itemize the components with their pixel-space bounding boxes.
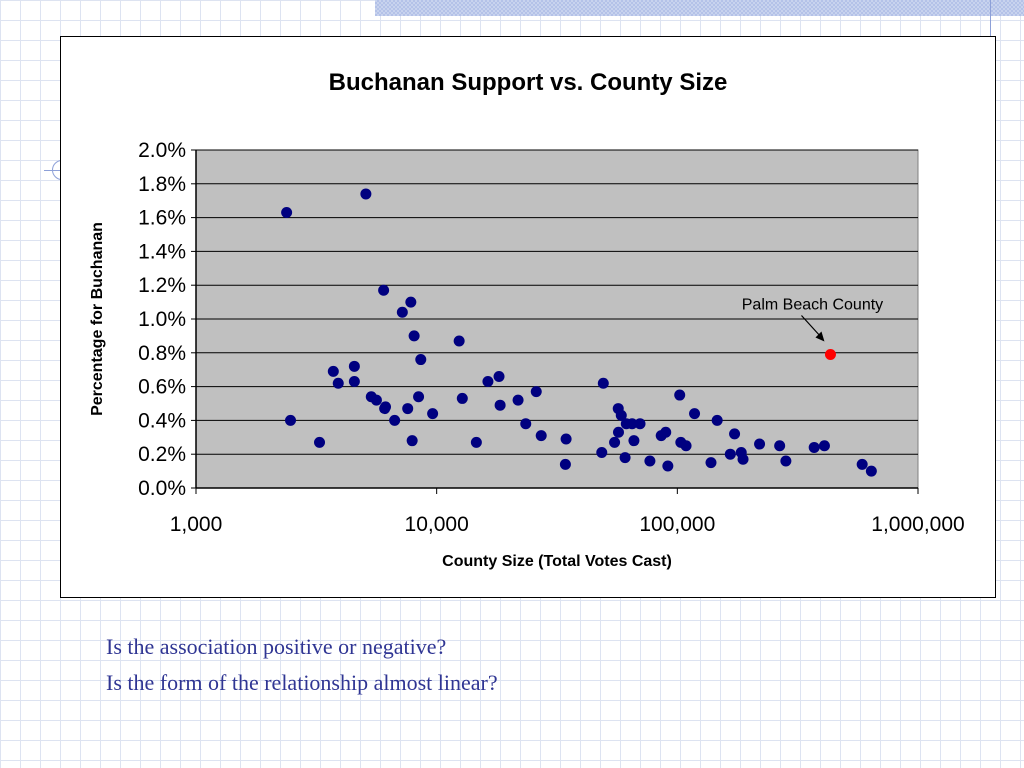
data-point: [493, 370, 505, 382]
y-tick-label: 1.2%: [138, 274, 186, 297]
data-point: [530, 386, 542, 398]
data-point: [596, 447, 608, 459]
y-axis-label: Percentage for Buchanan: [89, 222, 106, 416]
question-form: Is the form of the relationship almost l…: [106, 670, 498, 695]
data-point: [370, 394, 382, 406]
data-point: [285, 414, 297, 426]
data-point: [348, 376, 360, 388]
annotation-label: Palm Beach County: [742, 296, 883, 313]
data-point: [427, 408, 439, 420]
data-point: [856, 458, 868, 470]
data-point: [396, 306, 408, 318]
scatter-chart: 0.0% 0.2% 0.4% 0.6% 0.8% 1.0% 1.2% 1.4% 1.6% 1.8%…: [89, 69, 965, 570]
y-tick-label: 0.4%: [138, 409, 186, 432]
y-tick-label: 0.0%: [138, 477, 186, 500]
data-point: [808, 441, 820, 453]
data-point: [380, 401, 392, 413]
data-point: [662, 460, 674, 472]
data-point: [520, 418, 532, 430]
x-tick-label: 100,000: [639, 513, 715, 536]
data-point-highlight: [824, 348, 836, 360]
x-tick-label: 1,000,000: [871, 513, 964, 536]
data-point: [389, 414, 401, 426]
annotation-arrow-head: [815, 331, 825, 342]
y-tick-label: 0.6%: [138, 376, 186, 399]
data-point: [680, 440, 692, 452]
data-point: [327, 365, 339, 377]
data-point: [724, 448, 736, 460]
data-point: [737, 453, 749, 465]
data-point: [774, 440, 786, 452]
data-point: [402, 403, 414, 415]
y-tick-label: 2.0%: [138, 139, 186, 162]
data-point: [644, 455, 656, 467]
data-point: [754, 438, 766, 450]
data-point: [413, 391, 425, 403]
data-point: [314, 436, 326, 448]
y-tick-label: 1.6%: [138, 207, 186, 230]
x-tick-label: 10,000: [405, 513, 469, 536]
data-point: [597, 377, 609, 389]
data-point: [660, 426, 672, 438]
data-point: [406, 435, 418, 447]
chart-title: Buchanan Support vs. County Size: [329, 69, 728, 96]
data-point: [482, 376, 494, 388]
decorative-line: [990, 0, 991, 36]
y-tick-label: 1.8%: [138, 173, 186, 196]
data-point: [612, 426, 624, 438]
data-point: [729, 428, 741, 440]
data-point: [780, 455, 792, 467]
data-point: [494, 399, 506, 411]
data-point: [332, 377, 344, 389]
data-point: [348, 360, 360, 372]
data-point: [470, 436, 482, 448]
data-point: [535, 430, 547, 442]
data-point: [619, 452, 631, 464]
data-point: [689, 408, 701, 420]
annotation-arrow-line: [801, 315, 822, 338]
data-point: [453, 335, 465, 347]
data-point: [360, 188, 372, 200]
data-point: [559, 458, 571, 470]
x-axis-label: County Size (Total Votes Cast): [442, 553, 672, 570]
data-point: [711, 414, 723, 426]
data-point: [674, 389, 686, 401]
question-association: Is the association positive or negative?: [106, 634, 447, 659]
header-pattern-bar: [375, 0, 1024, 16]
data-point: [378, 284, 390, 296]
data-point: [705, 457, 717, 469]
data-point: [628, 435, 640, 447]
data-point: [456, 392, 468, 404]
y-tick-label: 0.8%: [138, 342, 186, 365]
data-point: [281, 207, 293, 219]
x-tick-label: 1,000: [170, 513, 223, 536]
data-point: [865, 465, 877, 477]
data-point: [560, 433, 572, 445]
data-point: [609, 436, 621, 448]
data-point: [408, 330, 420, 342]
y-tick-label: 1.0%: [138, 308, 186, 331]
data-point: [512, 394, 524, 406]
chart-panel: 0.0% 0.2% 0.4% 0.6% 0.8% 1.0% 1.2% 1.4% 1.6% 1.8%…: [60, 36, 996, 598]
data-point: [626, 418, 638, 430]
y-tick-label: 1.4%: [138, 240, 186, 263]
data-point: [405, 296, 417, 308]
data-point: [818, 440, 830, 452]
data-point: [415, 354, 427, 366]
data-point: [634, 418, 646, 430]
data-point: [615, 409, 627, 421]
y-tick-label: 0.2%: [138, 443, 186, 466]
